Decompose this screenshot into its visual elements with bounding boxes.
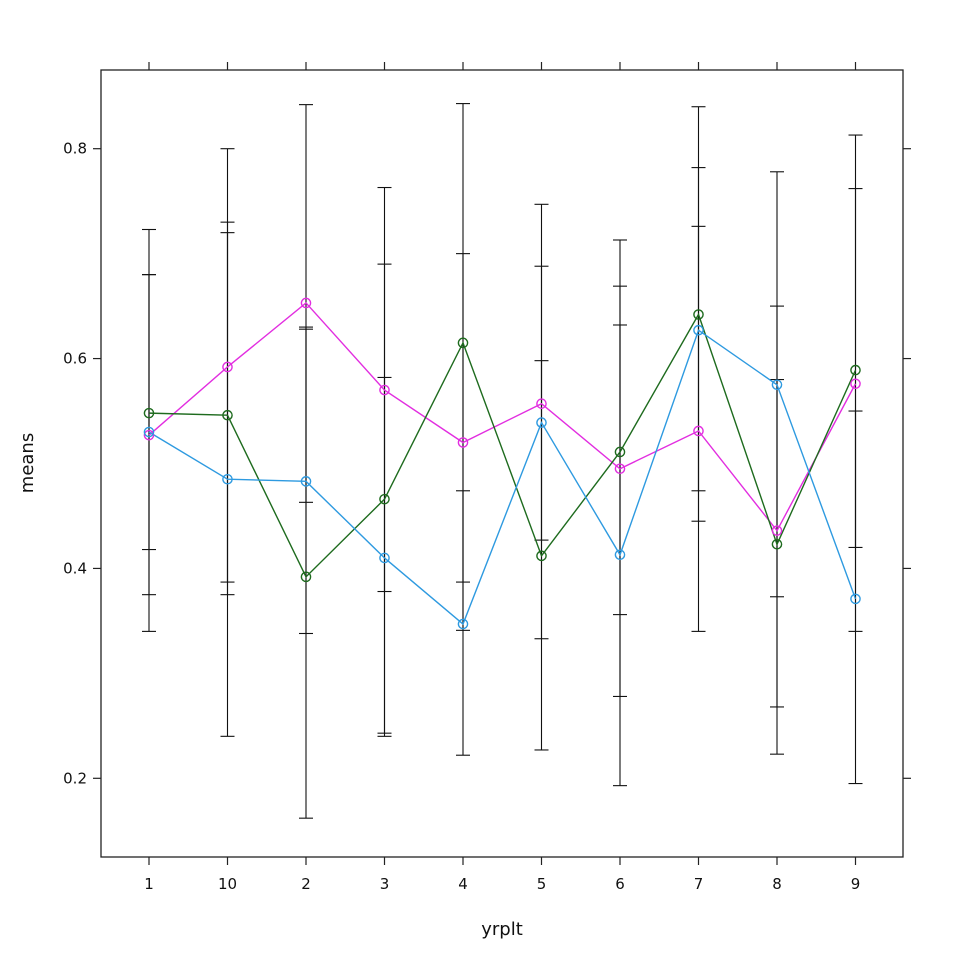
series-point	[457, 437, 469, 448]
series-point	[614, 549, 626, 561]
series-point	[536, 417, 547, 428]
error-bars	[142, 103, 863, 819]
series-point	[300, 297, 312, 309]
y-tick-label: 0.8	[63, 140, 87, 158]
y-tick-label: 0.2	[63, 769, 87, 787]
series-point	[379, 552, 390, 564]
x-axis-ticks: 1 10 2 3 4 5 6 7 8 9	[144, 62, 860, 893]
x-tick-label: 6	[615, 875, 625, 893]
series-point	[536, 550, 547, 562]
x-tick-label: 2	[301, 875, 311, 893]
series-point	[222, 409, 233, 421]
series-point	[143, 407, 155, 419]
y-tick-label: 0.6	[63, 350, 87, 368]
series-point	[300, 476, 312, 487]
x-tick-label: 3	[380, 875, 390, 893]
x-tick-label: 4	[458, 875, 468, 893]
x-tick-label: 5	[537, 875, 547, 893]
x-tick-label: 10	[218, 875, 237, 893]
series-point	[457, 618, 469, 630]
series-point	[143, 429, 155, 441]
x-tick-label: 7	[694, 875, 704, 893]
series-points	[143, 297, 861, 630]
x-tick-label: 9	[851, 875, 861, 893]
x-tick-label: 1	[144, 875, 154, 893]
series-point	[536, 398, 547, 409]
series-point	[300, 571, 312, 583]
series-point	[614, 463, 626, 475]
series-point	[693, 425, 704, 437]
series-point	[222, 473, 233, 485]
series-lines	[148, 301, 857, 626]
plot-frame	[100, 69, 904, 858]
x-axis-title: yrplt	[481, 919, 523, 940]
series-point	[850, 378, 861, 390]
series-point	[771, 525, 783, 536]
series-point	[143, 426, 155, 438]
series-point	[614, 446, 626, 458]
series-point	[771, 538, 783, 550]
y-tick-label: 0.4	[63, 559, 87, 577]
x-tick-label: 8	[772, 875, 782, 893]
series-point	[850, 364, 861, 376]
series-point	[850, 593, 861, 605]
series-point	[457, 337, 469, 349]
series-line	[148, 329, 857, 626]
series-point	[222, 361, 233, 373]
series-point	[693, 324, 704, 336]
series-line	[148, 312, 857, 579]
series-point	[693, 309, 704, 320]
y-axis-ticks: 0.2 0.4 0.6 0.8	[63, 140, 911, 787]
series-point	[771, 379, 783, 391]
series-point	[379, 384, 390, 396]
y-axis-title: means	[17, 433, 38, 493]
series-line	[148, 301, 857, 532]
series-point	[379, 493, 390, 505]
